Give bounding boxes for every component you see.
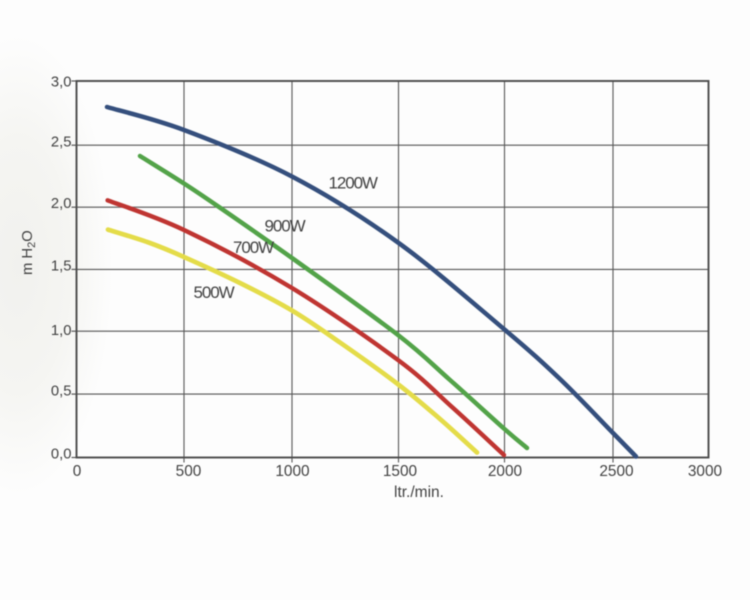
svg-text:ltr./min.: ltr./min. — [394, 484, 444, 501]
svg-text:3,0: 3,0 — [51, 75, 72, 91]
svg-text:1200W: 1200W — [329, 174, 378, 193]
svg-text:0,5: 0,5 — [51, 384, 72, 400]
svg-text:500W: 500W — [194, 283, 235, 302]
svg-text:500: 500 — [176, 463, 202, 480]
svg-text:1000: 1000 — [275, 463, 309, 480]
svg-text:3000: 3000 — [688, 463, 722, 480]
svg-text:2500: 2500 — [599, 463, 633, 480]
svg-text:m H2O: m H2O — [20, 230, 38, 275]
svg-text:1500: 1500 — [383, 463, 417, 480]
svg-text:1,5: 1,5 — [51, 259, 72, 275]
svg-text:2,5: 2,5 — [51, 135, 72, 151]
svg-text:0,0: 0,0 — [51, 447, 72, 463]
svg-text:2000: 2000 — [488, 463, 522, 480]
svg-text:2,0: 2,0 — [51, 196, 72, 212]
svg-text:900W: 900W — [265, 217, 306, 236]
svg-text:700W: 700W — [233, 238, 274, 257]
svg-text:1,0: 1,0 — [51, 323, 72, 339]
svg-text:0: 0 — [73, 463, 82, 480]
